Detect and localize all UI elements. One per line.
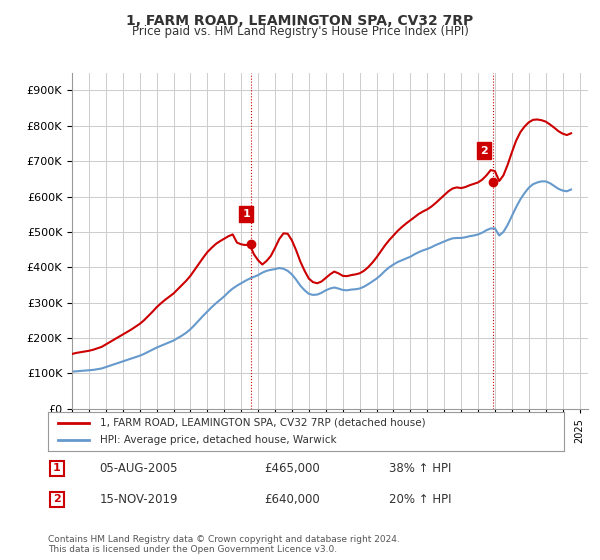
Text: 05-AUG-2005: 05-AUG-2005 — [100, 462, 178, 475]
Text: 2: 2 — [481, 146, 488, 156]
Text: 38% ↑ HPI: 38% ↑ HPI — [389, 462, 451, 475]
Text: £465,000: £465,000 — [265, 462, 320, 475]
Text: 15-NOV-2019: 15-NOV-2019 — [100, 493, 178, 506]
Text: Price paid vs. HM Land Registry's House Price Index (HPI): Price paid vs. HM Land Registry's House … — [131, 25, 469, 38]
Text: Contains HM Land Registry data © Crown copyright and database right 2024.
This d: Contains HM Land Registry data © Crown c… — [48, 535, 400, 554]
Text: HPI: Average price, detached house, Warwick: HPI: Average price, detached house, Warw… — [100, 435, 336, 445]
Text: 2: 2 — [53, 494, 61, 505]
Text: 1, FARM ROAD, LEAMINGTON SPA, CV32 7RP: 1, FARM ROAD, LEAMINGTON SPA, CV32 7RP — [127, 14, 473, 28]
Text: 20% ↑ HPI: 20% ↑ HPI — [389, 493, 451, 506]
Text: 1: 1 — [53, 463, 61, 473]
Text: 1: 1 — [242, 209, 250, 220]
Text: £640,000: £640,000 — [265, 493, 320, 506]
Text: 1, FARM ROAD, LEAMINGTON SPA, CV32 7RP (detached house): 1, FARM ROAD, LEAMINGTON SPA, CV32 7RP (… — [100, 418, 425, 428]
